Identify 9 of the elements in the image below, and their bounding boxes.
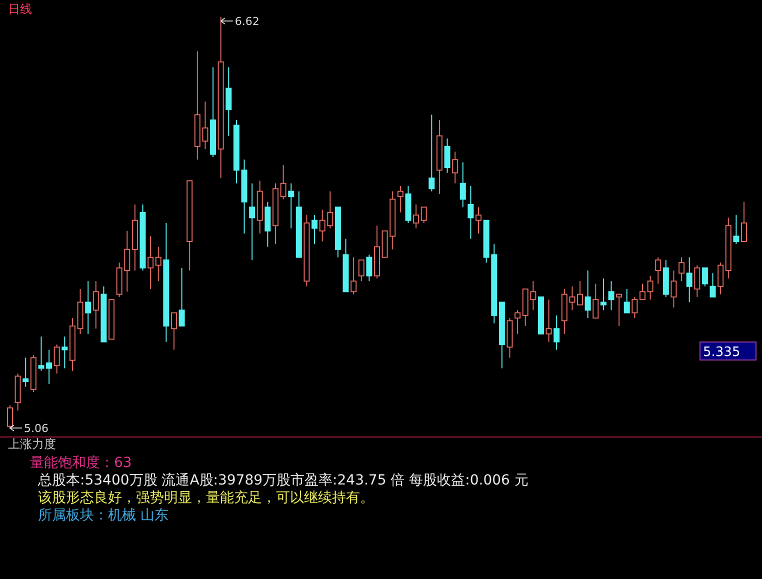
text: 所属板块：机械 山东 [38,508,168,524]
annotation: 5.335 [703,345,740,360]
chart-title: 日线 [8,2,32,16]
text: 该股形态良好，强势明显，量能充足，可以继续持有。 [38,490,374,506]
annotation: 5.06 [24,422,48,435]
text: 上涨力度 [8,437,56,451]
text: 量能饱和度：63 [30,455,132,471]
annotation: 6.62 [234,15,260,28]
text: 总股本:53400万股 流通A股:39789万股市盈率:243.75 倍 每股收益:0.006 元 [37,472,528,488]
